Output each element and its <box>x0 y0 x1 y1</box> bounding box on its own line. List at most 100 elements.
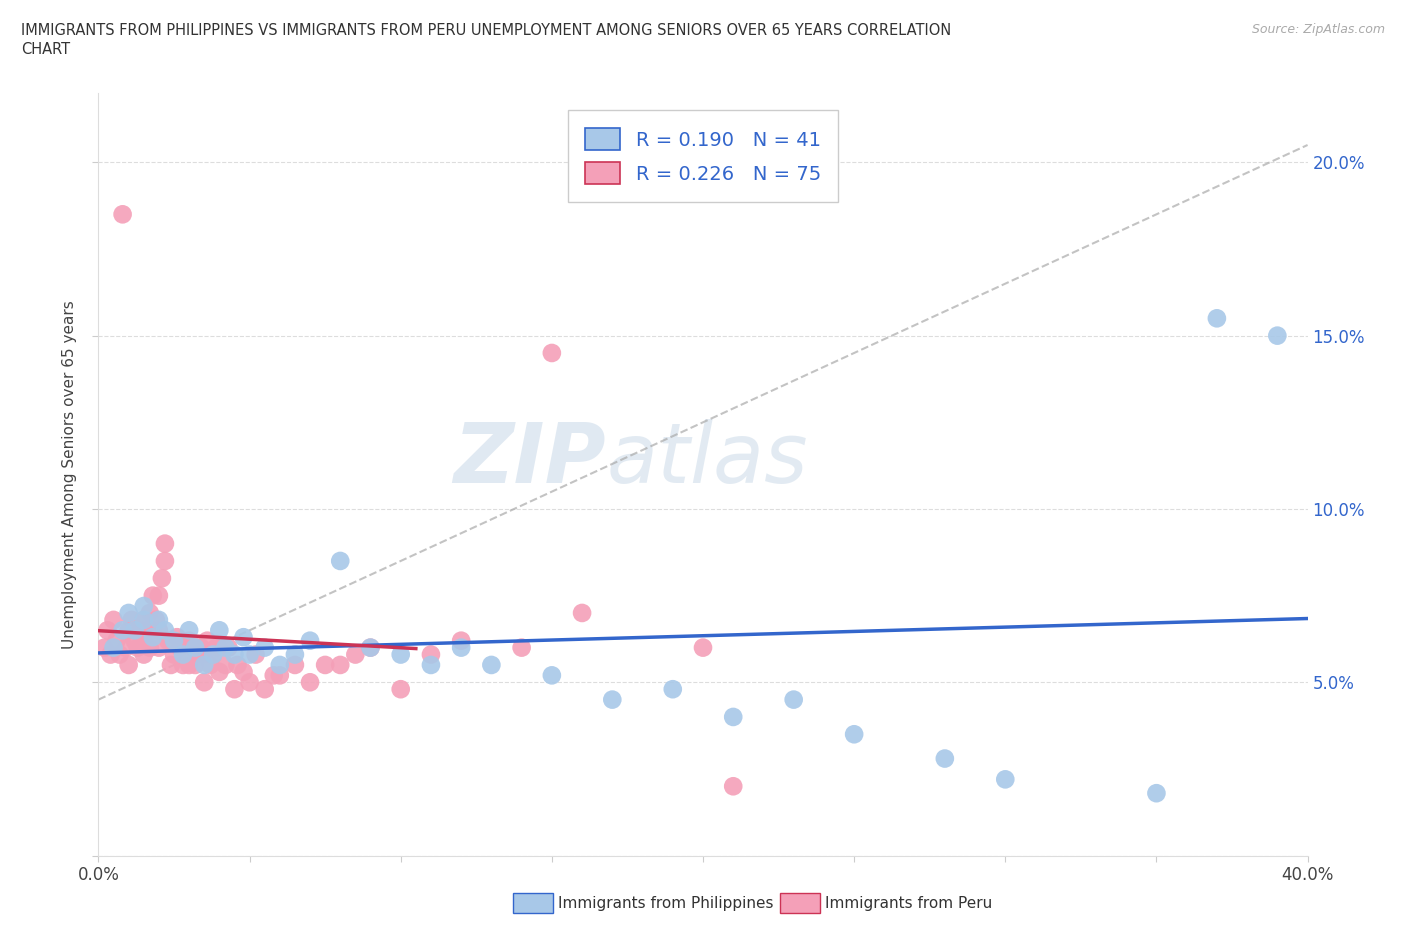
Legend: R = 0.190   N = 41, R = 0.226   N = 75: R = 0.190 N = 41, R = 0.226 N = 75 <box>568 111 838 202</box>
Point <box>132 599 155 614</box>
Point <box>208 664 231 679</box>
Point <box>208 640 231 655</box>
Point <box>179 658 201 672</box>
Point <box>994 772 1017 787</box>
Point <box>156 633 179 648</box>
Point <box>100 647 122 662</box>
Point <box>723 710 745 724</box>
Point <box>844 727 866 742</box>
Text: CHART: CHART <box>21 42 70 57</box>
Point <box>139 605 162 620</box>
Point <box>111 206 134 221</box>
Point <box>160 658 183 672</box>
Point <box>172 647 194 662</box>
Point <box>108 647 131 662</box>
Point <box>193 675 215 690</box>
Point <box>661 682 683 697</box>
Point <box>239 675 262 690</box>
Point <box>193 658 215 672</box>
Point <box>224 647 246 662</box>
Point <box>1144 786 1167 801</box>
Point <box>202 647 225 662</box>
Point <box>153 537 176 551</box>
Point <box>142 630 165 644</box>
Point <box>118 623 141 638</box>
Point <box>184 640 207 655</box>
Point <box>1267 328 1289 343</box>
Point <box>253 640 276 655</box>
Text: atlas: atlas <box>606 418 808 499</box>
Point <box>540 346 562 361</box>
Point <box>181 640 204 655</box>
Point <box>360 640 382 655</box>
Point <box>169 640 191 655</box>
Point <box>118 658 141 672</box>
Point <box>145 613 167 628</box>
Point <box>284 658 307 672</box>
Point <box>118 605 141 620</box>
Point <box>153 623 176 638</box>
Point <box>150 571 173 586</box>
Point <box>124 623 146 638</box>
Point <box>420 658 443 672</box>
Point <box>93 640 115 655</box>
Point <box>142 623 165 638</box>
Point <box>129 623 152 638</box>
Point <box>142 588 165 603</box>
Point <box>450 633 472 648</box>
Text: ZIP: ZIP <box>454 418 606 499</box>
Point <box>344 647 367 662</box>
Point <box>190 640 212 655</box>
Point <box>202 647 225 662</box>
Point <box>148 588 170 603</box>
Point <box>166 630 188 644</box>
Point <box>193 647 215 662</box>
Point <box>692 640 714 655</box>
Point <box>420 647 443 662</box>
Point <box>314 658 336 672</box>
Point <box>103 640 125 655</box>
Point <box>481 658 503 672</box>
Point <box>179 633 201 648</box>
Point <box>450 640 472 655</box>
Point <box>389 647 412 662</box>
Point <box>172 658 194 672</box>
Point <box>208 623 231 638</box>
Point <box>153 553 176 568</box>
Point <box>96 623 118 638</box>
Point <box>114 640 136 655</box>
Point <box>253 682 276 697</box>
Point <box>540 668 562 683</box>
Point <box>360 640 382 655</box>
Point <box>269 668 291 683</box>
Point <box>232 664 254 679</box>
Point <box>148 640 170 655</box>
Point <box>132 633 155 648</box>
Point <box>329 553 352 568</box>
Point <box>284 647 307 662</box>
Point <box>723 778 745 793</box>
Point <box>148 623 170 638</box>
Point <box>139 640 162 655</box>
Y-axis label: Unemployment Among Seniors over 65 years: Unemployment Among Seniors over 65 years <box>62 300 77 649</box>
Point <box>269 658 291 672</box>
Point <box>226 658 249 672</box>
Point <box>299 633 322 648</box>
Point <box>163 633 186 648</box>
Point <box>1206 311 1229 325</box>
Text: Source: ZipAtlas.com: Source: ZipAtlas.com <box>1251 23 1385 36</box>
Text: Immigrants from Philippines: Immigrants from Philippines <box>558 896 773 910</box>
Point <box>124 633 146 648</box>
Point <box>329 658 352 672</box>
Point <box>389 682 412 697</box>
Text: Immigrants from Peru: Immigrants from Peru <box>825 896 993 910</box>
Point <box>200 658 222 672</box>
Point <box>121 613 143 628</box>
Point <box>299 675 322 690</box>
Point <box>124 623 146 638</box>
Point <box>510 640 533 655</box>
Point <box>263 668 285 683</box>
Point <box>135 623 157 638</box>
Text: IMMIGRANTS FROM PHILIPPINES VS IMMIGRANTS FROM PERU UNEMPLOYMENT AMONG SENIORS O: IMMIGRANTS FROM PHILIPPINES VS IMMIGRANT… <box>21 23 952 38</box>
Point <box>163 647 186 662</box>
